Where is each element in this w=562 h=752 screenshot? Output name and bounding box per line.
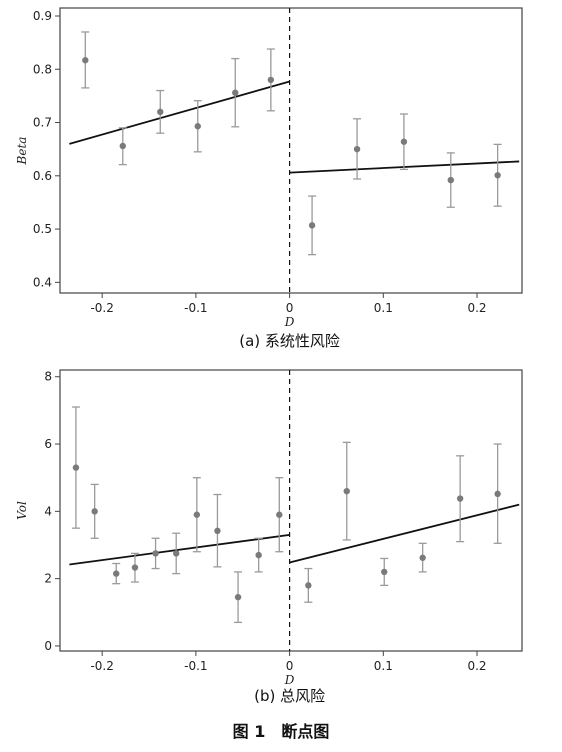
data-point <box>232 89 239 96</box>
data-point <box>308 222 316 229</box>
x-tick-label: -0.1 <box>184 301 207 315</box>
x-tick-label: -0.2 <box>90 301 113 315</box>
x-axis-label: D <box>284 673 295 687</box>
x-tick-label: -0.2 <box>90 659 113 673</box>
data-point <box>91 508 98 515</box>
data-point <box>343 487 350 495</box>
data-point <box>113 570 120 577</box>
data-point <box>353 145 361 153</box>
panel-total-risk: 0 2 4 6 8 -0.2 -0.1 0 0.1 0.2 D Vol (b) 总风险 <box>15 369 523 705</box>
y-tick-label: 8 <box>44 370 52 384</box>
figure-title: 图 1 断点图 <box>233 722 330 741</box>
y-tick-label: 0.4 <box>33 275 52 289</box>
data-point <box>152 550 159 557</box>
x-tick-label: 0.2 <box>467 659 486 673</box>
panel-caption: (a) 系统性风险 <box>239 332 340 350</box>
y-tick-label: 0.6 <box>33 169 52 183</box>
x-tick-label: 0 <box>286 659 294 673</box>
y-tick-label: 0.7 <box>33 116 52 130</box>
plot-frame <box>59 7 523 294</box>
data-point <box>119 142 126 150</box>
data-point <box>400 138 408 145</box>
data-point <box>276 511 283 518</box>
data-point <box>234 593 242 601</box>
x-tick-label: 0.1 <box>374 659 393 673</box>
x-tick-label: 0 <box>286 301 294 315</box>
data-point <box>214 527 221 535</box>
data-point <box>157 108 164 116</box>
data-point <box>381 568 388 576</box>
data-point <box>305 582 312 589</box>
data-point <box>82 57 89 64</box>
data-point <box>193 511 201 518</box>
fit-line-left <box>69 534 290 566</box>
data-point <box>447 176 454 184</box>
x-tick-label: -0.1 <box>184 659 207 673</box>
panel-systematic-risk: 0.4 0.5 0.6 0.7 0.8 0.9 -0.2 -0.1 0 0.1 0.2 D Beta (a… <box>15 7 523 350</box>
y-axis-label: Vol <box>15 501 29 520</box>
data-point <box>194 123 201 130</box>
data-point <box>494 172 501 179</box>
plot-frame <box>59 369 523 652</box>
data-point <box>173 550 180 557</box>
y-axis-label: Beta <box>15 137 29 166</box>
panel-caption: (b) 总风险 <box>254 687 325 705</box>
y-tick-label: 0.9 <box>33 9 52 23</box>
x-tick-label: 0.1 <box>374 301 393 315</box>
y-tick-label: 4 <box>44 504 52 518</box>
data-point <box>494 490 501 498</box>
fit-line-right <box>289 503 520 564</box>
y-tick-label: 2 <box>44 572 52 586</box>
x-tick-label: 0.2 <box>467 301 486 315</box>
fit-line-left <box>69 80 290 145</box>
data-point <box>267 76 275 84</box>
y-tick-label: 0.8 <box>33 62 52 76</box>
y-tick-label: 0.5 <box>33 222 52 236</box>
y-tick-label: 0 <box>44 639 52 653</box>
data-point <box>419 554 426 561</box>
x-axis-label: D <box>284 315 295 329</box>
data-point <box>456 495 464 502</box>
data-point <box>255 551 262 559</box>
data-point <box>72 464 80 471</box>
y-tick-label: 6 <box>44 437 52 451</box>
data-point <box>131 564 139 571</box>
